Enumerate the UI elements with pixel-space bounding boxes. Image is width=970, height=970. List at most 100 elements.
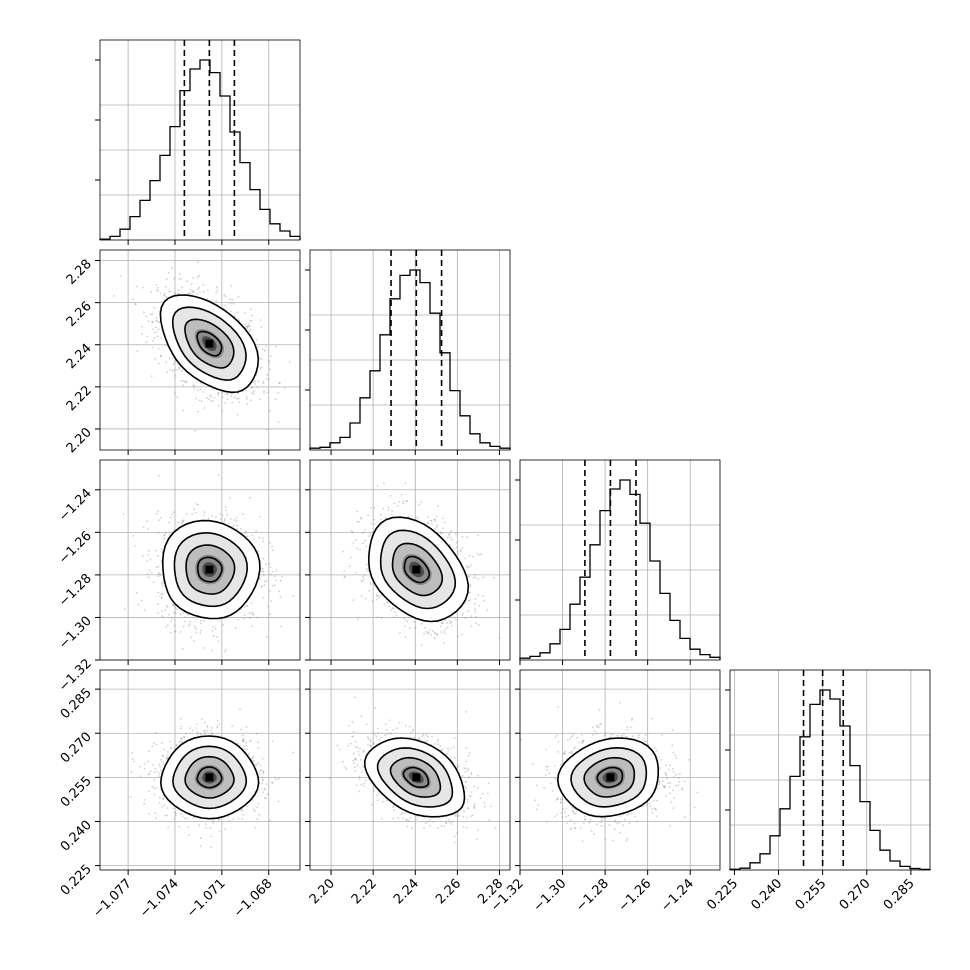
scatter-point: [155, 513, 158, 515]
scatter-point: [190, 283, 193, 286]
scatter-point: [210, 649, 213, 652]
scatter-point: [236, 414, 239, 416]
scatter-point: [259, 515, 262, 518]
scatter-point: [172, 357, 175, 359]
scatter-point: [161, 585, 164, 587]
scatter-point: [387, 509, 390, 512]
scatter-point: [474, 573, 477, 576]
scatter-point: [468, 565, 471, 568]
scatter-point: [198, 274, 200, 277]
scatter-point: [197, 261, 200, 264]
scatter-point: [182, 611, 185, 614]
scatter-point: [122, 513, 125, 515]
scatter-point: [195, 503, 198, 506]
scatter-point: [135, 591, 138, 594]
scatter-point: [260, 326, 263, 328]
scatter-point: [206, 298, 208, 300]
scatter-point: [250, 625, 253, 627]
scatter-point: [183, 616, 186, 619]
scatter-point: [191, 292, 193, 295]
scatter-point: [240, 809, 243, 812]
scatter-point: [208, 398, 211, 400]
scatter-point: [262, 380, 265, 383]
scatter-point: [246, 805, 249, 808]
scatter-point: [190, 636, 193, 638]
scatter-point: [206, 397, 208, 399]
scatter-point: [157, 573, 160, 575]
scatter-point: [160, 582, 163, 585]
scatter-point: [143, 767, 146, 770]
scatter-point: [192, 640, 195, 642]
scatter-point: [257, 550, 260, 553]
scatter-point: [184, 380, 186, 383]
scatter-point: [214, 627, 217, 630]
scatter-point: [244, 312, 247, 314]
scatter-point: [186, 280, 189, 283]
scatter-point: [199, 291, 201, 293]
scatter-point: [180, 286, 183, 289]
scatter-point: [224, 518, 226, 520]
scatter-point: [131, 758, 134, 761]
scatter-point: [224, 651, 226, 653]
scatter-point: [157, 531, 160, 534]
scatter-point: [165, 278, 168, 281]
scatter-point: [251, 612, 254, 614]
scatter-point: [406, 620, 409, 623]
scatter-point: [189, 623, 191, 626]
scatter-point: [477, 623, 480, 626]
scatter-point: [449, 536, 452, 539]
scatter-point: [265, 345, 267, 348]
scatter-point: [199, 632, 202, 634]
scatter-point: [252, 381, 254, 384]
scatter-point: [217, 474, 220, 476]
scatter-point: [173, 278, 176, 280]
scatter-point: [260, 366, 263, 369]
scatter-point: [216, 286, 218, 289]
scatter-point: [235, 397, 238, 400]
scatter-point: [218, 619, 221, 621]
scatter-point: [168, 614, 170, 616]
scatter-point: [400, 493, 403, 496]
scatter-point: [257, 346, 259, 348]
scatter-point: [260, 358, 263, 360]
scatter-point: [236, 527, 239, 530]
scatter-point: [139, 775, 142, 777]
scatter-point: [246, 403, 249, 405]
scatter-point: [435, 526, 438, 528]
scatter-point: [143, 609, 146, 611]
scatter-point: [157, 321, 160, 323]
scatter-point: [380, 518, 382, 521]
scatter-point: [155, 743, 158, 746]
scatter-point: [263, 584, 266, 586]
scatter-point: [226, 398, 229, 400]
scatter-point: [120, 275, 122, 277]
scatter-point: [258, 357, 261, 359]
scatter-point: [352, 542, 355, 544]
scatter-point: [203, 407, 206, 409]
scatter-point: [155, 549, 157, 552]
scatter-point: [163, 537, 166, 540]
scatter-point: [390, 513, 393, 516]
scatter-point: [264, 349, 267, 351]
scatter-point: [356, 520, 359, 523]
scatter-point: [132, 535, 134, 537]
scatter-point: [246, 396, 248, 398]
scatter-point: [446, 622, 449, 624]
scatter-point: [343, 576, 346, 579]
scatter-point: [197, 288, 200, 290]
scatter-point: [147, 573, 149, 575]
scatter-point: [384, 516, 387, 519]
scatter-point: [174, 612, 177, 615]
scatter-point: [188, 292, 191, 294]
scatter-point: [235, 517, 238, 519]
scatter-point: [268, 378, 270, 380]
scatter-point: [414, 626, 417, 629]
scatter-point: [375, 594, 378, 596]
scatter-point: [474, 598, 477, 600]
scatter-point: [475, 622, 477, 625]
scatter-point: [160, 548, 163, 551]
scatter-point: [466, 566, 469, 569]
scatter-point: [356, 547, 358, 550]
scatter-point: [280, 579, 282, 582]
